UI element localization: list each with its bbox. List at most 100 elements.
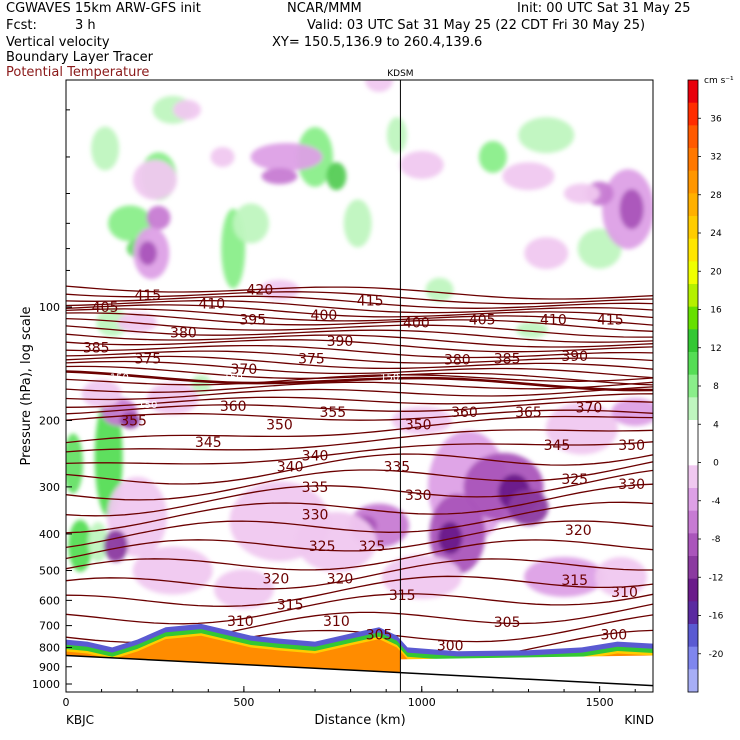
theta-label: 330 <box>618 477 645 493</box>
theta-contour-line <box>66 409 653 421</box>
colorbar-swatch <box>688 261 698 285</box>
valid-time: Valid: 03 UTC Sat 31 May 25 (22 CDT Fri … <box>307 18 646 33</box>
init-time: Init: 00 UTC Sat 31 May 25 <box>517 1 691 16</box>
colorbar-swatch <box>688 420 698 444</box>
theta-contour-line <box>66 325 653 343</box>
y-tick-label: 1000 <box>32 678 60 691</box>
velocity-blob <box>502 162 555 191</box>
colorbar-tick-label: -20 <box>709 650 724 660</box>
theta-label: 325 <box>561 472 588 488</box>
forecast-hour: 3 h <box>75 18 96 33</box>
y-tick-label: 300 <box>39 481 60 494</box>
theta-contour-line <box>66 558 653 590</box>
colorbar-swatch <box>688 102 698 126</box>
velocity-blob <box>508 489 549 526</box>
theta-label: 410 <box>198 297 225 313</box>
y-tick-label: 100 <box>39 301 60 314</box>
velocity-blob <box>326 162 347 191</box>
y-tick-label: 200 <box>39 414 60 427</box>
colorbar-swatch <box>688 80 698 104</box>
theta-label: 330 <box>302 507 329 523</box>
theta-label: 365 <box>515 405 542 421</box>
theta-label: 345 <box>195 435 222 451</box>
velocity-blob <box>516 321 549 338</box>
colorbar-tick-label: 28 <box>710 191 722 201</box>
velocity-blob-layer <box>66 80 653 610</box>
left-endpoint-label: KBJC <box>66 713 94 727</box>
theta-label: 350 <box>405 418 432 434</box>
x-tick-label: 1000 <box>408 696 436 709</box>
theta-label: 320 <box>565 523 592 539</box>
colorbar-tick-label: 12 <box>710 344 721 354</box>
theta-contour-line <box>66 415 653 444</box>
theta-label: 150 <box>380 373 399 384</box>
y-tick-label: 800 <box>39 641 60 654</box>
colorbar-tick-label: 16 <box>710 306 722 316</box>
velocity-blob <box>96 308 129 337</box>
colorbar-swatch <box>688 216 698 240</box>
velocity-blob <box>365 80 394 92</box>
model-title: CGWAVES 15km ARW-GFS init <box>6 1 201 16</box>
theta-contour-line <box>66 400 653 415</box>
velocity-blob <box>250 142 323 171</box>
theta-label: 150 <box>224 373 243 384</box>
theta-contour-line <box>66 429 653 453</box>
velocity-blob <box>343 199 372 248</box>
theta-label: 405 <box>92 300 119 316</box>
theta-label: 415 <box>597 313 624 329</box>
colorbar-tick-label: -16 <box>709 612 724 622</box>
theta-contour-line <box>66 501 653 549</box>
below-ground <box>66 655 653 692</box>
ground-line <box>66 654 653 687</box>
colorbar-swatch <box>688 533 698 557</box>
theta-label: 370 <box>576 401 603 417</box>
theta-contour-line <box>66 370 653 392</box>
theta-contour-line <box>66 360 653 379</box>
theta-label: 340 <box>302 449 329 465</box>
x-tick-label: 0 <box>63 696 70 709</box>
theta-label: 360 <box>220 399 247 415</box>
theta-contour-line <box>66 374 653 386</box>
theta-contour-line <box>66 295 653 309</box>
theta-contour-line <box>66 441 653 465</box>
theta-label: 390 <box>327 334 354 350</box>
theta-label: 415 <box>134 288 161 304</box>
theta-label: 350 <box>618 438 645 454</box>
y-tick-label: 600 <box>39 594 60 607</box>
theta-contour-line <box>66 312 653 332</box>
colorbar-tick-label: 36 <box>710 114 722 124</box>
theta-contours <box>66 285 653 680</box>
theta-label: 310 <box>227 614 254 630</box>
colorbar-swatch <box>688 170 698 194</box>
colorbar-swatch <box>688 306 698 330</box>
theta-label: 340 <box>277 460 304 476</box>
velocity-blob <box>146 382 199 415</box>
colorbar-tick-label: -12 <box>709 573 724 583</box>
theta-label: 310 <box>323 614 350 630</box>
colorbar-swatch <box>688 510 698 534</box>
velocity-blob <box>524 237 569 270</box>
colorbar-swatch <box>688 352 698 376</box>
theta-contour-line <box>66 469 653 517</box>
colorbar-tick-label: -8 <box>712 535 721 545</box>
theta-label: 390 <box>561 349 588 365</box>
theta-contour-line <box>66 300 653 314</box>
velocity-blob <box>191 374 212 393</box>
theta-label: 320 <box>263 572 290 588</box>
velocity-blob <box>210 146 235 167</box>
terrain-tracer <box>66 623 653 692</box>
theta-label: 395 <box>239 313 266 329</box>
velocity-blob <box>94 397 123 518</box>
theta-contour-line <box>66 483 653 534</box>
y-tick-label: 900 <box>39 661 60 674</box>
org-label: NCAR/MMM <box>287 1 362 16</box>
colorbar-swatch <box>688 624 698 648</box>
theta-contour-line <box>66 291 653 305</box>
theta-label: 305 <box>494 615 521 631</box>
theta-label: 315 <box>277 597 304 613</box>
x-tick-label: 1500 <box>586 696 614 709</box>
cross-section-endpoints: XY= 150.5,136.9 to 260.4,139.6 <box>272 35 483 50</box>
colorbar-swatch <box>688 601 698 625</box>
field-potential-temperature: Potential Temperature <box>6 65 150 80</box>
x-tick-label: 500 <box>233 696 254 709</box>
